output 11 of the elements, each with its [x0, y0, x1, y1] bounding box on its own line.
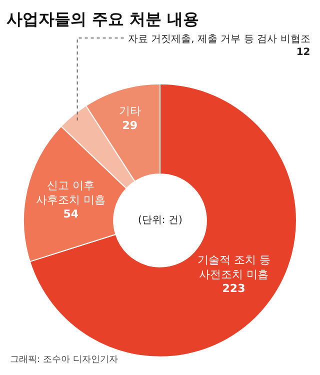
data-label: 54 — [63, 208, 79, 221]
text: 그래픽: 조수아 디자인기자 — [10, 355, 118, 365]
data-label: 12 — [296, 47, 310, 58]
data-label: 29 — [122, 118, 138, 132]
text: (단위: 건) — [138, 215, 182, 226]
data-label: 223 — [222, 282, 246, 296]
slice-label: 기술적 조치 등 사전조치 미흡 — [197, 254, 270, 281]
slice-label: 신고 이후 사후조치 미흡 — [36, 179, 106, 206]
slice-label: 기타 — [118, 104, 141, 118]
chart-title: 사업자들의 주요 처분 내용 — [6, 9, 200, 28]
slice-label: 자료 거짓제출, 제출 거부 등 검사 비협조 — [128, 34, 310, 45]
